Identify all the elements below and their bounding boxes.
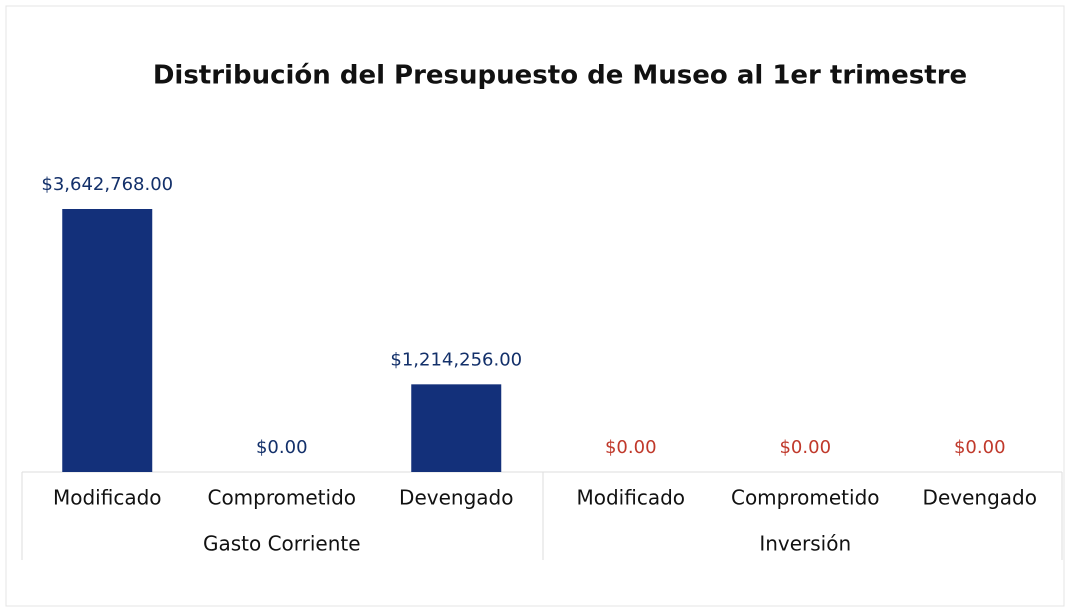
value-label: $0.00	[954, 437, 1006, 458]
axis-box	[21, 471, 1063, 560]
category-label: Comprometido	[731, 486, 880, 510]
chart-title: Distribución del Presupuesto de Museo al…	[153, 61, 967, 91]
value-label: $1,214,256.00	[390, 349, 522, 370]
value-label: $0.00	[779, 437, 831, 458]
bar	[411, 384, 502, 472]
category-label: Comprometido	[207, 486, 356, 510]
value-label: $0.00	[256, 437, 308, 458]
bar	[62, 209, 153, 472]
frame	[5, 5, 1065, 607]
group-label: Gasto Corriente	[203, 532, 361, 556]
group-label: Inversión	[759, 532, 851, 556]
category-label: Devengado	[399, 486, 513, 510]
category-label: Devengado	[923, 486, 1037, 510]
category-label: Modificado	[576, 486, 685, 510]
value-label: $0.00	[605, 437, 657, 458]
value-label: $3,642,768.00	[41, 174, 173, 195]
category-label: Modificado	[53, 486, 162, 510]
